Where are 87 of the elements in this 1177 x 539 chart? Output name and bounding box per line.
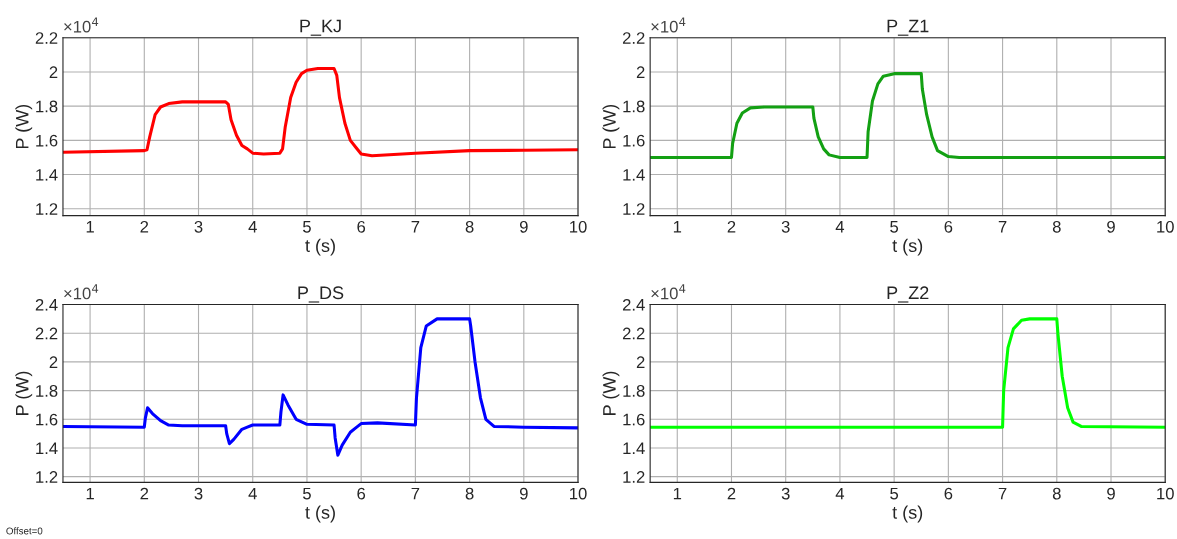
- y-tick-label: 1.8: [36, 385, 58, 397]
- x-tick-label: 8: [465, 220, 474, 233]
- y-tick-label: 1.6: [36, 134, 58, 147]
- y-tick-label: 2: [636, 356, 645, 368]
- y-tick-label: 1.8: [623, 385, 645, 397]
- text: ×10$^{4}$: [64, 17, 99, 33]
- chart-title: P_DS: [298, 286, 344, 303]
- y-tick-label: 2: [49, 356, 58, 368]
- y-tick-label: 1.4: [36, 442, 58, 455]
- x-tick-label: 8: [465, 487, 474, 500]
- text: ×10$^{4}$: [651, 284, 686, 300]
- y-axis-title: P (W): [602, 371, 620, 415]
- y-tick-label: 1.4: [623, 442, 645, 455]
- y-tick-label: 1.2: [623, 471, 645, 483]
- chart-title: P_KJ: [300, 19, 341, 36]
- x-axis-title: t (s): [305, 238, 335, 256]
- x-tick-label: 3: [781, 220, 790, 233]
- y-tick-label: 2.2: [622, 327, 645, 340]
- text: ×10$^{4}$: [64, 284, 99, 300]
- y-tick-label: 1.6: [36, 413, 58, 426]
- y-tick-label: 2.2: [622, 32, 645, 44]
- x-tick-label: 2: [727, 487, 736, 500]
- y-axis-title: P (W): [15, 371, 33, 415]
- y-tick-label: 1.4: [36, 169, 58, 181]
- x-tick-label: 5: [302, 487, 311, 500]
- x-tick-label: 4: [248, 221, 257, 233]
- y-tick-label: 1.6: [623, 134, 645, 147]
- x-tick-label: 9: [519, 487, 528, 500]
- text: ×10$^{4}$: [651, 17, 686, 33]
- x-tick-label: 2: [727, 220, 736, 233]
- x-tick-label: 5: [302, 221, 311, 233]
- x-tick-label: 3: [194, 220, 203, 233]
- line-series: [650, 72, 1166, 159]
- x-axis-title: t (s): [892, 238, 923, 256]
- x-tick-label: 7: [998, 487, 1007, 500]
- text: Offset=0: [6, 527, 43, 535]
- x-tick-label: 7: [998, 221, 1007, 233]
- y-tick-label: 1.4: [623, 169, 645, 181]
- y-tick-label: 1.2: [623, 203, 645, 215]
- x-tick-label: 4: [835, 221, 845, 233]
- x-axis-title: t (s): [305, 505, 335, 523]
- line-series: [650, 317, 1166, 429]
- x-tick-label: 10: [1157, 220, 1174, 233]
- x-tick-label: 6: [944, 220, 953, 233]
- x-tick-label: 7: [411, 487, 420, 500]
- x-tick-label: 6: [357, 487, 366, 500]
- x-tick-label: 9: [1107, 220, 1115, 233]
- x-tick-label: 4: [248, 487, 257, 500]
- x-tick-label: 5: [890, 221, 899, 233]
- x-tick-label: 3: [194, 487, 203, 500]
- x-tick-label: 3: [781, 487, 790, 500]
- y-tick-label: 1.8: [36, 100, 58, 113]
- y-axis-title: P (W): [15, 104, 33, 149]
- x-tick-label: 9: [519, 220, 528, 233]
- y-tick-label: 1.2: [36, 471, 58, 483]
- x-tick-label: 1: [86, 221, 94, 233]
- y-tick-label: 1.6: [623, 413, 645, 426]
- x-tick-label: 6: [944, 487, 953, 500]
- x-tick-label: 10: [570, 487, 587, 500]
- y-tick-label: 2: [636, 66, 645, 78]
- x-tick-label: 10: [570, 220, 587, 233]
- y-tick-label: 1.8: [623, 100, 645, 113]
- y-tick-label: 2.4: [35, 298, 58, 311]
- x-tick-label: 9: [1107, 487, 1115, 500]
- x-tick-label: 4: [835, 487, 845, 500]
- y-tick-label: 2.4: [622, 298, 645, 311]
- y-axis-title: P (W): [602, 104, 620, 149]
- x-tick-label: 2: [140, 220, 149, 233]
- x-tick-label: 7: [411, 221, 420, 233]
- y-tick-label: 2.2: [35, 32, 58, 44]
- x-tick-label: 1: [673, 487, 682, 500]
- y-tick-label: 1.2: [36, 203, 58, 215]
- x-tick-label: 8: [1052, 220, 1061, 233]
- y-tick-label: 2.2: [35, 327, 58, 340]
- line-series: [62, 66, 579, 158]
- chart-title: P_Z2: [887, 286, 929, 303]
- x-tick-label: 8: [1052, 487, 1061, 500]
- x-tick-label: 10: [1157, 487, 1174, 500]
- x-tick-label: 6: [357, 220, 366, 233]
- x-tick-label: 1: [673, 221, 682, 233]
- x-tick-label: 1: [86, 487, 94, 500]
- x-tick-label: 5: [890, 487, 899, 500]
- y-tick-label: 2: [49, 66, 58, 78]
- line-series: [62, 317, 579, 457]
- x-tick-label: 2: [140, 487, 149, 500]
- chart-title: P_Z1: [887, 19, 929, 36]
- x-axis-title: t (s): [892, 505, 923, 523]
